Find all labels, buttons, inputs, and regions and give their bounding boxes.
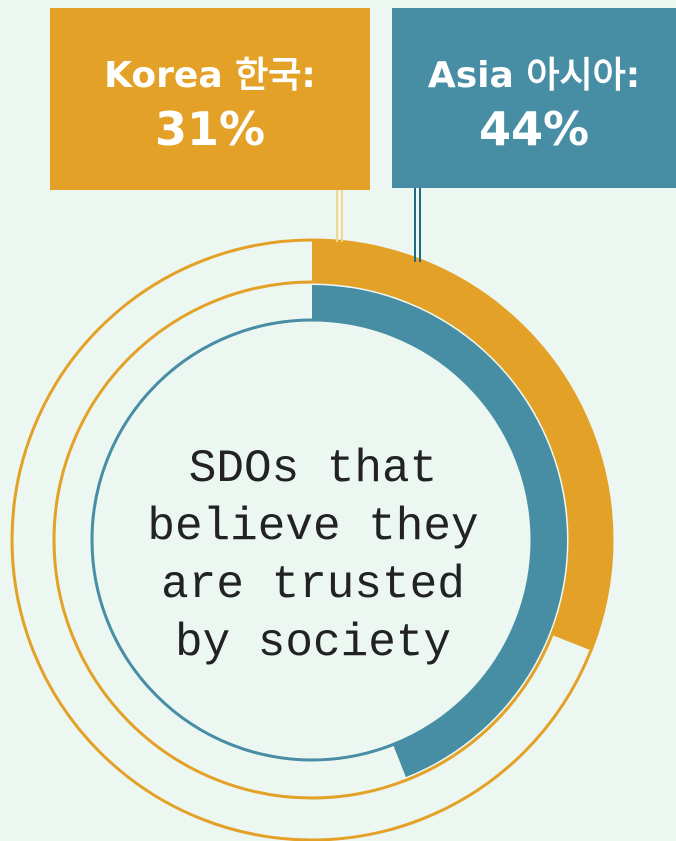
series-name: Asia 아시아:: [427, 55, 641, 96]
label-box: Korea 한국: 31%: [50, 8, 370, 190]
progress-arc: [312, 285, 568, 778]
series-name: Korea 한국:: [104, 55, 316, 96]
value-label: 31%: [154, 102, 266, 156]
progress-arc: [312, 240, 612, 651]
center-text: SDOs that believe they are trusted by so…: [147, 443, 479, 669]
value-label: 44%: [478, 102, 590, 156]
label-box: Asia 아시아: 44%: [392, 8, 676, 188]
